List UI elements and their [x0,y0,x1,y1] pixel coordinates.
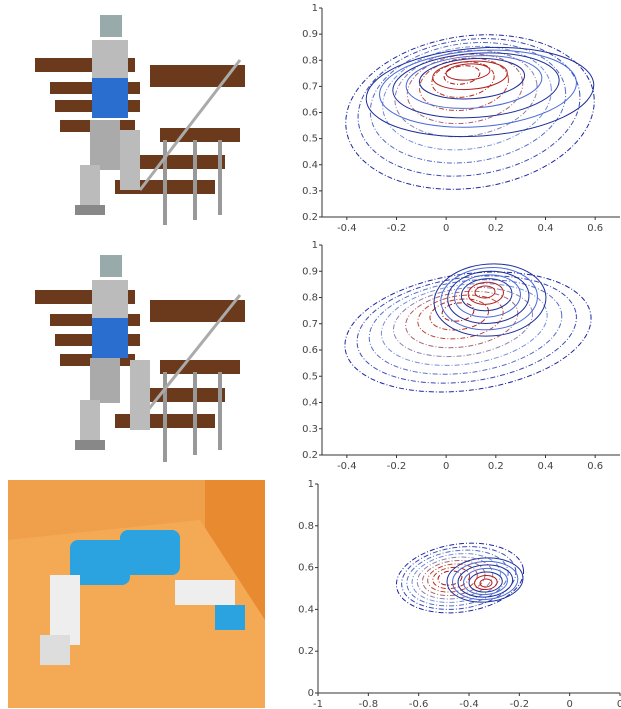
x-tick-label: -0.2 [387,461,407,472]
contour-line [380,283,548,366]
contour-line [405,290,519,349]
y-tick-label: 0.8 [302,293,318,304]
contour-line [394,49,538,138]
x-tick-label: -0.6 [409,699,429,709]
y-tick-label: 0.7 [302,319,318,330]
contour-line [443,65,481,85]
y-tick-label: 0.8 [302,55,318,66]
y-tick-label: 0.7 [302,81,318,92]
contour-line [457,564,514,598]
contour-line [432,60,508,91]
y-tick-label: 0.8 [298,521,314,532]
contour-line [345,34,595,190]
y-tick-label: 0.2 [302,212,318,223]
contour-line [446,557,524,603]
y-tick-label: 0.2 [298,646,314,657]
y-tick-label: 0.3 [302,186,318,197]
y-tick-label: 0.4 [298,604,314,615]
contour-line [365,46,595,138]
y-tick-label: 0.6 [298,563,314,574]
contour-line [447,270,530,324]
x-tick-label: -0.8 [359,699,379,709]
y-tick-label: 0.6 [302,108,318,119]
x-tick-label: -0.4 [459,699,479,709]
y-tick-label: 1 [312,240,318,251]
contour-line [405,55,543,109]
contour-line [382,45,552,151]
contour-line [369,42,567,164]
contour-line [401,546,517,610]
contour-line [445,63,491,81]
y-tick-label: 0.4 [302,160,318,171]
contour-line [460,278,513,312]
y-tick-label: 1 [308,479,314,490]
contour-line [421,559,486,597]
robot-image-3 [8,480,265,708]
contour-line [441,302,475,322]
contour-line [368,279,563,375]
contour-line [474,285,496,299]
contour-line [463,567,508,596]
x-tick-label: 0 [617,699,621,709]
robot-image-1 [35,15,245,225]
y-tick-label: 0.2 [302,450,318,461]
contour-line [419,57,509,111]
contour-line [416,556,494,600]
contour-line [395,542,525,614]
x-tick-label: -0.4 [337,461,357,472]
contour-line [437,570,463,586]
x-tick-label: 0.2 [488,223,504,234]
x-tick-label: 0 [566,699,572,709]
contour-line [357,38,581,177]
robot-image-2 [35,255,245,462]
x-tick-label: 0.6 [587,223,603,234]
contour-line [393,286,533,358]
x-tick-label: -0.4 [337,223,357,234]
contour-line [392,52,560,119]
contour-line [467,281,504,305]
y-tick-label: 0 [308,688,314,699]
contour-line [454,274,521,318]
x-tick-label: 0.2 [488,461,504,472]
contour-line [418,57,526,100]
contour-line [427,563,478,593]
contour-line [411,553,501,603]
contour-line [474,574,498,591]
y-tick-label: 0.5 [302,371,318,382]
y-tick-label: 0.9 [302,29,318,40]
x-tick-label: 0 [443,223,449,234]
contour-line [417,294,504,340]
contour-line [431,61,495,98]
contour-line [440,267,538,331]
x-tick-label: 0.6 [587,461,603,472]
contour-line [452,560,519,601]
y-tick-label: 0.6 [302,345,318,356]
x-tick-label: 0.4 [538,461,554,472]
x-tick-label: -1 [313,699,323,709]
y-tick-label: 0.5 [302,134,318,145]
x-tick-label: -0.2 [387,223,407,234]
contour-line [479,578,493,588]
contour-line [379,49,577,128]
contour-line [433,263,547,337]
contour-line [432,566,471,590]
y-tick-label: 0.3 [302,424,318,435]
x-tick-label: 0 [443,461,449,472]
y-tick-label: 1 [312,3,318,14]
x-tick-label: -0.2 [510,699,530,709]
y-tick-label: 0.9 [302,266,318,277]
x-tick-label: 0.4 [538,223,554,234]
y-tick-label: 0.4 [302,398,318,409]
contour-line [356,275,577,384]
contour-line [468,571,503,593]
